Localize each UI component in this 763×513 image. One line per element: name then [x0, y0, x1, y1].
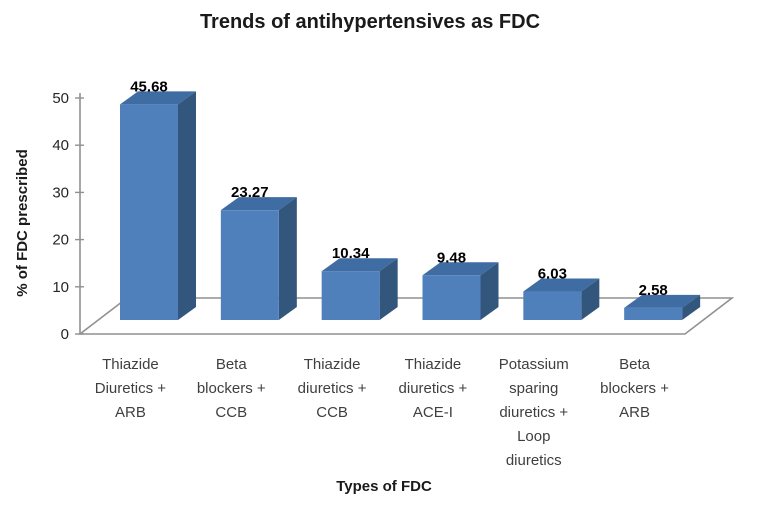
x-axis-title: Types of FDC: [336, 478, 432, 495]
bar-side-face: [278, 197, 297, 320]
y-tick-label: 50: [52, 90, 69, 107]
category-label-line: CCB: [316, 404, 348, 421]
category-label: Thiazide diuretics + ACE-I: [399, 356, 468, 421]
category-label-line: diuretics +: [298, 380, 367, 397]
category-label-line: blockers +: [197, 380, 266, 397]
category-label-line: ARB: [115, 404, 146, 421]
category-label: Thiazide diuretics + CCB: [298, 356, 367, 421]
category-label-line: Loop: [517, 428, 550, 445]
bar-side-face: [379, 258, 398, 320]
y-tick-label: 0: [61, 326, 69, 343]
y-tick-label: 40: [52, 137, 69, 154]
bar-side-face: [178, 91, 196, 320]
category-label-line: sparing: [509, 380, 558, 397]
category-label-line: Diuretics +: [95, 380, 167, 397]
bar-group: 23.27: [220, 184, 297, 320]
bar-top-face: [220, 197, 297, 211]
bar-value-label: 6.03: [538, 266, 567, 283]
bar-front-face: [220, 210, 279, 320]
bar-front-face: [523, 291, 582, 320]
bar-front-face: [321, 271, 380, 320]
bar-value-label: 45.68: [130, 78, 168, 95]
bar-value-label: 2.58: [639, 282, 668, 299]
category-label-line: ARB: [619, 404, 650, 421]
bar-top-face: [120, 91, 196, 105]
bar-front-face: [624, 307, 683, 320]
category-label-line: Beta: [216, 356, 248, 373]
bar-top-face: [321, 258, 398, 272]
bar-top-face: [523, 278, 600, 292]
chart-title: Trends of antihypertensives as FDC: [200, 11, 540, 33]
y-tick-label: 10: [52, 279, 69, 296]
category-label-line: ACE-I: [413, 404, 453, 421]
bar-front-face: [120, 104, 178, 320]
category-label-line: CCB: [215, 404, 247, 421]
category-label-line: Thiazide: [102, 356, 159, 373]
bar-group: 6.03: [523, 266, 600, 320]
category-label-line: diuretics: [506, 452, 562, 469]
bar-group: 2.58: [624, 282, 701, 320]
category-label-line: blockers +: [600, 380, 669, 397]
category-label-line: Potassium: [499, 356, 569, 373]
category-label: Beta blockers + CCB: [197, 356, 266, 421]
bar-side-face: [480, 262, 499, 320]
bar-group: 45.68: [120, 78, 196, 320]
y-axis-title: % of FDC prescribed: [14, 149, 31, 297]
bar-value-label: 23.27: [231, 184, 269, 201]
category-label-line: Thiazide: [304, 356, 361, 373]
category-label: Beta blockers + ARB: [600, 356, 669, 421]
category-label-line: Beta: [619, 356, 651, 373]
category-label-line: diuretics +: [399, 380, 468, 397]
category-label-line: Thiazide: [405, 356, 462, 373]
bar-group: 10.34: [321, 245, 398, 320]
category-label: Potassium sparing diuretics + Loop diuretics: [499, 356, 569, 469]
bar-value-label: 9.48: [437, 249, 466, 266]
category-label-line: diuretics +: [499, 404, 568, 421]
bar-value-label: 10.34: [332, 245, 370, 262]
category-label: Thiazide Diuretics + ARB: [95, 356, 167, 421]
bar-top-face: [624, 294, 701, 308]
bar-front-face: [422, 275, 481, 320]
plot-area: 0 10 20 30 40 50 45.68 23.27 10.34 9.48 6.03 2.58 Th…: [52, 78, 735, 469]
bar-top-face: [422, 262, 499, 276]
y-tick-label: 30: [52, 184, 69, 201]
bar-group: 9.48: [422, 249, 499, 320]
y-tick-label: 20: [52, 232, 69, 249]
bar-side-face: [682, 294, 701, 320]
bar-side-face: [581, 278, 600, 320]
